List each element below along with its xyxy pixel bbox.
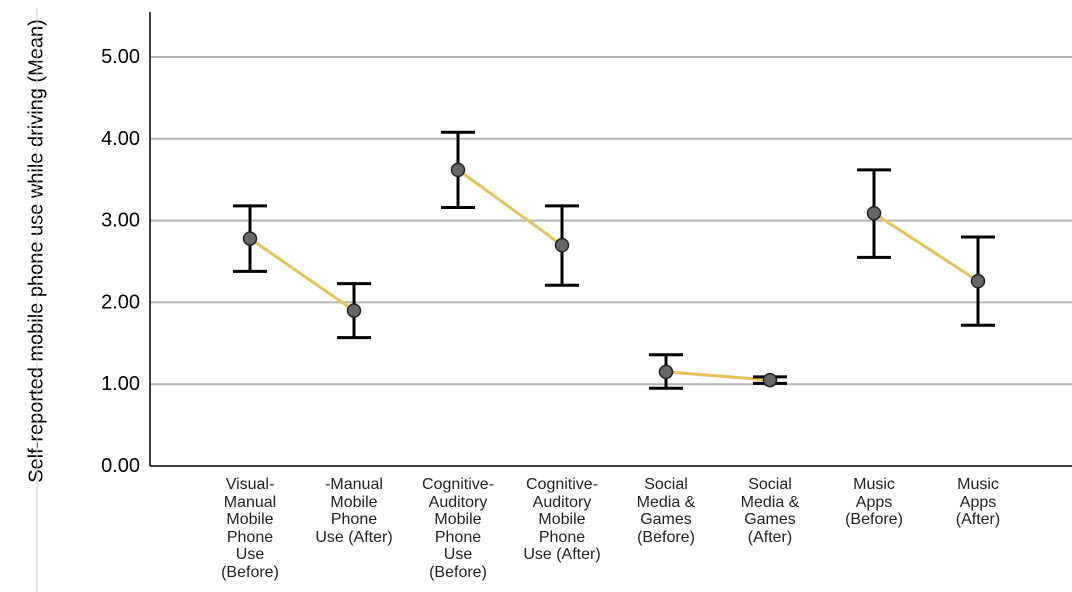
y-tick-label: 0.00 xyxy=(101,455,140,477)
x-tick-label: Cognitive- Auditory Mobile Phone Use (Af… xyxy=(523,476,601,563)
y-tick-label: 1.00 xyxy=(101,373,140,395)
mean-point xyxy=(762,372,778,388)
x-tick-label: -Manual Mobile Phone Use (After) xyxy=(315,476,393,546)
x-tick-label: Music Apps (Before) xyxy=(845,476,903,528)
y-tick-label: 3.00 xyxy=(101,210,140,232)
y-tick-label: 5.00 xyxy=(101,46,140,68)
x-tick-label: Social Media & Games (Before) xyxy=(636,476,696,546)
mean-point xyxy=(450,162,466,178)
series-connector-line xyxy=(249,237,355,312)
x-tick-label: Cognitive- Auditory Mobile Phone Use (Be… xyxy=(421,476,495,581)
x-tick-label: Music Apps (After) xyxy=(955,476,1001,528)
mean-point xyxy=(346,303,362,318)
series-connector-line xyxy=(665,370,771,382)
mean-point xyxy=(866,205,882,221)
mean-point xyxy=(242,231,258,246)
x-tick-label: Social Media & Games (After) xyxy=(740,476,800,546)
y-tick-label: 4.00 xyxy=(101,128,140,150)
mean-point xyxy=(658,364,674,380)
series-connector-line xyxy=(457,168,563,247)
mean-point xyxy=(554,237,570,253)
x-tick-label: Visual- Manual Mobile Phone Use (Before) xyxy=(221,476,279,581)
series-connector-line xyxy=(873,211,979,283)
mean-point xyxy=(970,273,986,289)
y-tick-label: 2.00 xyxy=(101,291,140,313)
